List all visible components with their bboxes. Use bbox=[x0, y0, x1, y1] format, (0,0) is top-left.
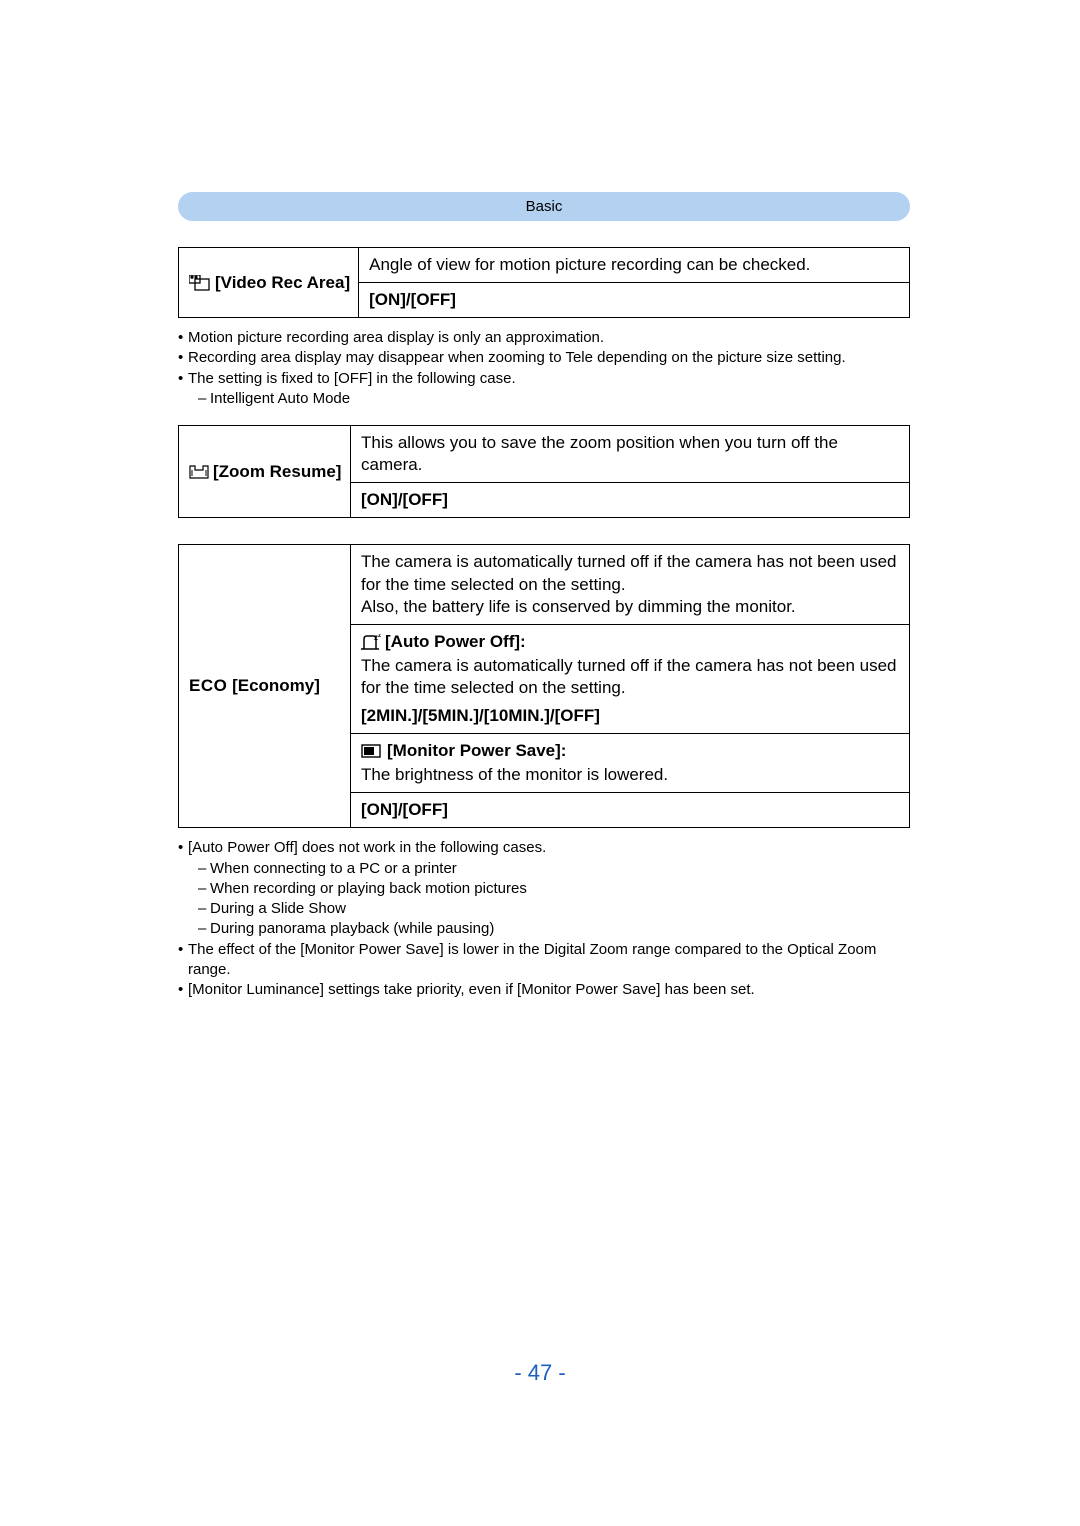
svg-text:z: z bbox=[378, 634, 381, 639]
monitor-power-save-label: [Monitor Power Save]: bbox=[387, 740, 566, 762]
list-item: Recording area display may disappear whe… bbox=[178, 348, 910, 368]
sub-list: When connecting to a PC or a printer Whe… bbox=[188, 859, 910, 940]
section-header: Basic bbox=[178, 192, 910, 221]
list-item: When recording or playing back motion pi… bbox=[188, 879, 910, 899]
table-row: ECO [Economy] The camera is automaticall… bbox=[179, 545, 910, 624]
setting-label: [Economy] bbox=[227, 676, 320, 695]
list-item: When connecting to a PC or a printer bbox=[188, 859, 910, 879]
video-rec-area-table: [Video Rec Area] Angle of view for motio… bbox=[178, 247, 910, 318]
list-item: During panorama playback (while pausing) bbox=[188, 919, 910, 939]
note-text: [Auto Power Off] does not work in the fo… bbox=[188, 839, 546, 856]
table-row: [Video Rec Area] Angle of view for motio… bbox=[179, 248, 910, 283]
monitor-power-save-options: [ON]/[OFF] bbox=[351, 793, 910, 828]
list-item: [Auto Power Off] does not work in the fo… bbox=[178, 838, 910, 939]
zoom-resume-icon bbox=[189, 465, 209, 479]
auto-power-off-icon: z z bbox=[361, 634, 381, 650]
notes-list: [Auto Power Off] does not work in the fo… bbox=[178, 838, 910, 1000]
economy-table: ECO [Economy] The camera is automaticall… bbox=[178, 544, 910, 828]
setting-desc: This allows you to save the zoom positio… bbox=[351, 426, 910, 483]
list-item: [Monitor Luminance] settings take priori… bbox=[178, 980, 910, 1000]
setting-label-cell: ECO [Economy] bbox=[179, 545, 351, 828]
monitor-power-save-cell: [Monitor Power Save]: The brightness of … bbox=[351, 734, 910, 793]
monitor-power-save-desc: The brightness of the monitor is lowered… bbox=[361, 764, 901, 786]
zoom-resume-table: [Zoom Resume] This allows you to save th… bbox=[178, 425, 910, 518]
table-row: [Zoom Resume] This allows you to save th… bbox=[179, 426, 910, 483]
setting-label-cell: [Zoom Resume] bbox=[179, 426, 351, 518]
list-item: Motion picture recording area display is… bbox=[178, 328, 910, 348]
auto-power-off-label: [Auto Power Off]: bbox=[385, 631, 526, 653]
setting-options: [ON]/[OFF] bbox=[359, 283, 910, 318]
monitor-power-save-icon bbox=[361, 744, 381, 758]
auto-power-off-desc: The camera is automatically turned off i… bbox=[361, 655, 901, 699]
setting-desc: Angle of view for motion picture recordi… bbox=[359, 248, 910, 283]
list-item: The setting is fixed to [OFF] in the fol… bbox=[178, 369, 910, 410]
setting-desc: The camera is automatically turned off i… bbox=[351, 545, 910, 624]
page-number: - 47 - bbox=[0, 1360, 1080, 1386]
list-item: Intelligent Auto Mode bbox=[188, 389, 910, 409]
list-item: During a Slide Show bbox=[188, 899, 910, 919]
auto-power-off-cell: z z [Auto Power Off]: The camera is auto… bbox=[351, 624, 910, 733]
notes-list: Motion picture recording area display is… bbox=[178, 328, 910, 409]
setting-label: [Zoom Resume] bbox=[213, 461, 341, 483]
video-rec-area-icon bbox=[189, 275, 211, 291]
list-item: The effect of the [Monitor Power Save] i… bbox=[178, 940, 910, 981]
eco-prefix: ECO bbox=[189, 676, 227, 695]
note-text: The setting is fixed to [OFF] in the fol… bbox=[188, 370, 516, 387]
setting-label-cell: [Video Rec Area] bbox=[179, 248, 359, 318]
setting-label: [Video Rec Area] bbox=[215, 272, 350, 294]
setting-options: [ON]/[OFF] bbox=[351, 483, 910, 518]
auto-power-off-options: [2MIN.]/[5MIN.]/[10MIN.]/[OFF] bbox=[361, 705, 901, 727]
sub-list: Intelligent Auto Mode bbox=[188, 389, 910, 409]
